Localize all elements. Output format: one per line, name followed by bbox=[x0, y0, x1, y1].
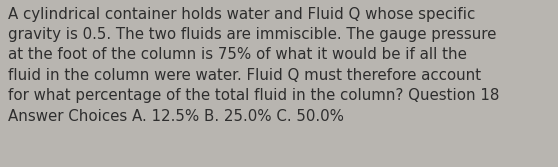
Text: A cylindrical container holds water and Fluid Q whose specific
gravity is 0.5. T: A cylindrical container holds water and … bbox=[8, 7, 500, 124]
